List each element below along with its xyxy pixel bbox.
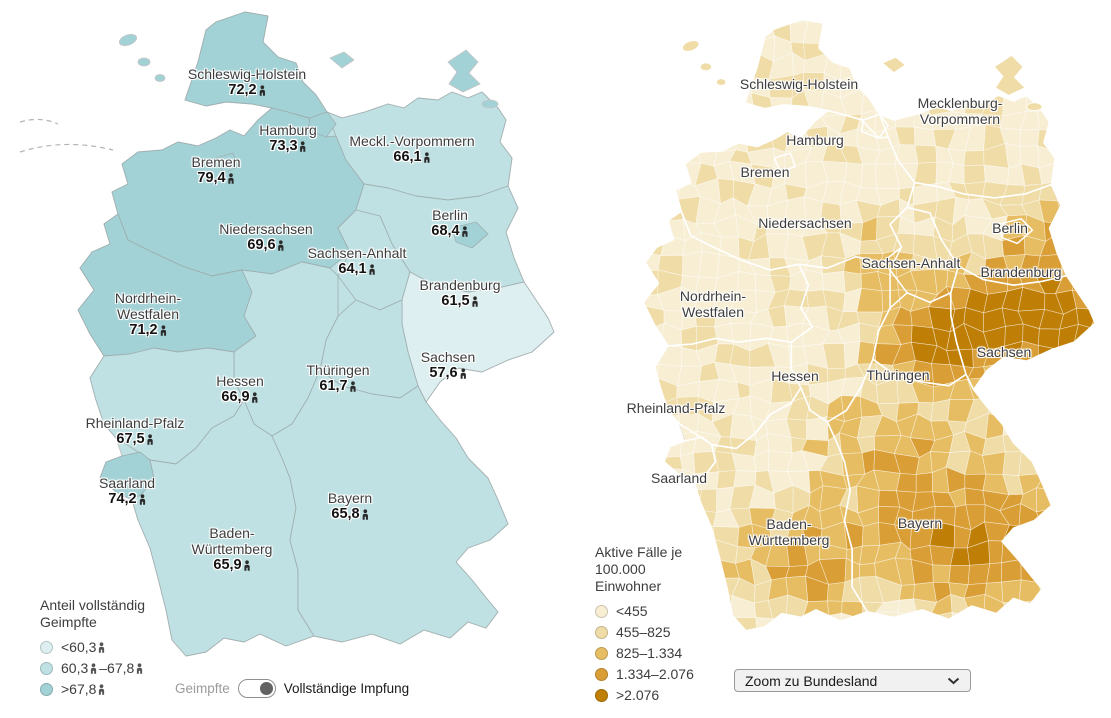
toggle-switch[interactable] xyxy=(237,679,276,698)
chevron-down-icon xyxy=(947,677,960,684)
legend-item: 1.334–2.076 xyxy=(595,664,745,685)
legend-swatch xyxy=(595,668,608,681)
state-shape-schleswig-holstein[interactable] xyxy=(184,11,328,119)
toggle-label-geimpfte[interactable]: Geimpfte xyxy=(175,681,230,696)
legend-title: Aktive Fälle je 100.000 Einwohner xyxy=(595,544,683,594)
legend-swatch xyxy=(595,647,608,660)
legend-swatch xyxy=(40,641,53,654)
state-shape-sachsen[interactable] xyxy=(401,271,555,403)
context-border-line xyxy=(20,118,114,153)
legend-swatch xyxy=(595,605,608,618)
legend-item: >67,8 xyxy=(40,679,180,700)
legend-swatch xyxy=(595,626,608,639)
active-cases-legend: Aktive Fälle je 100.000 Einwohner <455 4… xyxy=(595,544,745,706)
legend-item: 455–825 xyxy=(595,622,745,643)
legend-swatch xyxy=(595,689,608,702)
legend-swatch xyxy=(40,683,53,696)
vaccination-legend: Anteil vollständig Geimpfte <60,3 60,3 –6… xyxy=(40,597,180,700)
person-icon xyxy=(99,684,105,695)
state-shape-bayern[interactable] xyxy=(271,369,509,645)
legend-item: 60,3 –67,8 xyxy=(40,658,180,679)
legend-title: Anteil vollständig Geimpfte xyxy=(40,597,146,630)
bundesland-zoom-select[interactable]: Zoom zu Bundesland xyxy=(734,669,971,692)
person-icon xyxy=(91,663,97,674)
map-mode-toggle: Geimpfte Vollständige Impfung xyxy=(175,679,409,698)
legend-item: <60,3 xyxy=(40,637,180,658)
legend-item: <455 xyxy=(595,601,745,622)
person-icon xyxy=(137,663,143,674)
legend-item: 825–1.334 xyxy=(595,643,745,664)
germany-vaccination-map xyxy=(20,11,555,657)
germany-active-cases-map xyxy=(642,18,1096,632)
toggle-label-vollstaendige-impfung[interactable]: Vollständige Impfung xyxy=(283,681,410,696)
toggle-knob xyxy=(259,682,273,695)
legend-swatch xyxy=(40,662,53,675)
legend-item: >2.076 xyxy=(595,685,745,706)
person-icon xyxy=(99,642,105,653)
